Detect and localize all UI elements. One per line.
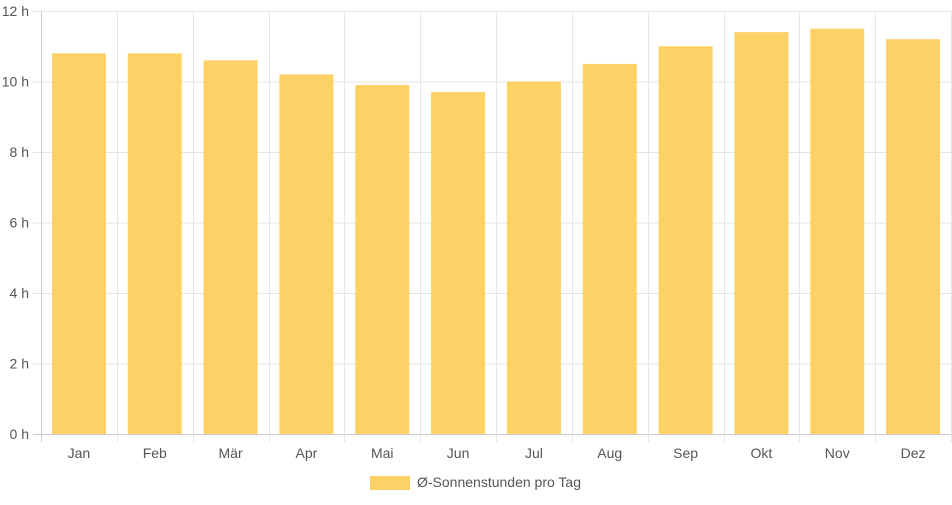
y-tick-label: 2 h <box>10 356 29 372</box>
x-tick-label: Mär <box>219 445 243 461</box>
bar-jan[interactable] <box>51 53 106 435</box>
bar-aug[interactable] <box>582 63 637 434</box>
x-axis-ticks: Jan Feb Mär Apr Mai Jun Jul Aug Sep Okt Nov Dez <box>68 445 926 461</box>
legend[interactable]: Ø-Sonnenstunden pro Tag <box>370 474 581 490</box>
bar-mai[interactable] <box>355 85 410 435</box>
x-tick-label: Dez <box>901 445 926 461</box>
y-tick-label: 6 h <box>10 215 29 231</box>
x-tick-label: Okt <box>751 445 773 461</box>
bars-layer <box>51 28 941 435</box>
legend-label[interactable]: Ø-Sonnenstunden pro Tag <box>417 474 581 490</box>
y-axis-ticks: 0 h 2 h 4 h 6 h 8 h 10 h 12 h <box>2 3 29 442</box>
x-tick-label: Nov <box>825 445 850 461</box>
bar-dez[interactable] <box>886 39 941 434</box>
bar-mär[interactable] <box>203 60 258 434</box>
x-tick-label: Feb <box>143 445 167 461</box>
x-tick-label: Jul <box>525 445 543 461</box>
x-tick-label: Sep <box>673 445 698 461</box>
y-tick-label: 0 h <box>10 426 29 442</box>
bar-nov[interactable] <box>810 28 865 434</box>
y-tick-label: 4 h <box>10 285 29 301</box>
bar-jun[interactable] <box>431 92 486 434</box>
bar-apr[interactable] <box>279 74 334 434</box>
y-tick-label: 12 h <box>2 3 29 19</box>
legend-swatch[interactable] <box>370 476 410 490</box>
grid-layer <box>33 11 952 442</box>
bar-jul[interactable] <box>506 81 561 435</box>
y-tick-label: 8 h <box>10 144 29 160</box>
x-tick-label: Aug <box>597 445 622 461</box>
x-tick-label: Jan <box>68 445 91 461</box>
bar-feb[interactable] <box>127 53 182 435</box>
x-tick-label: Mai <box>371 445 394 461</box>
bar-okt[interactable] <box>734 32 789 435</box>
bar-sep[interactable] <box>658 46 713 434</box>
x-tick-label: Jun <box>447 445 470 461</box>
y-tick-label: 10 h <box>2 74 29 90</box>
x-tick-label: Apr <box>296 445 318 461</box>
